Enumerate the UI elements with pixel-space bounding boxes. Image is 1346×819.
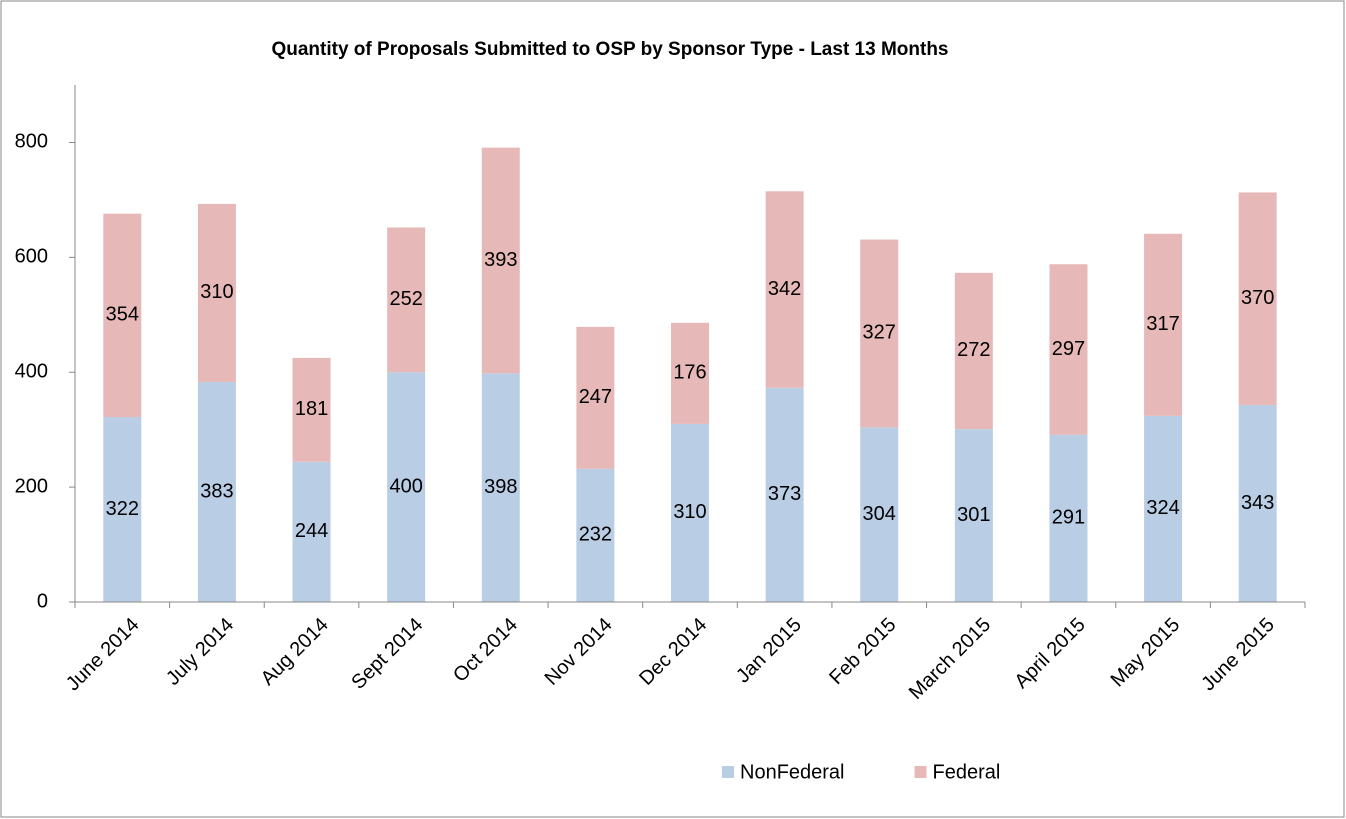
legend-label: Federal — [933, 761, 1001, 783]
bar — [197, 381, 236, 602]
data-label: 343 — [1241, 492, 1274, 514]
bar — [954, 272, 993, 430]
bar — [765, 387, 804, 602]
bar — [671, 322, 709, 424]
bar — [860, 427, 899, 602]
bar — [576, 468, 615, 602]
data-label: 181 — [295, 398, 328, 420]
bar — [671, 423, 709, 602]
bar — [481, 373, 520, 602]
y-tick-label: 800 — [15, 131, 48, 153]
data-label: 322 — [106, 498, 139, 520]
bar — [387, 227, 426, 373]
data-label: 301 — [957, 504, 990, 526]
legend-swatch — [914, 766, 927, 778]
legend-label: NonFederal — [740, 761, 845, 783]
data-label: 373 — [768, 483, 801, 505]
data-label: 244 — [295, 520, 328, 542]
bar — [765, 191, 804, 388]
data-label: 324 — [1146, 497, 1179, 519]
data-label: 310 — [673, 501, 706, 523]
bar — [1238, 404, 1277, 602]
bar — [292, 461, 331, 602]
bar — [292, 357, 331, 462]
bar — [103, 213, 142, 418]
data-label: 291 — [1052, 507, 1085, 529]
y-tick-label: 600 — [15, 246, 48, 268]
data-label: 317 — [1146, 313, 1179, 335]
data-label: 247 — [579, 386, 612, 408]
bar — [954, 429, 993, 602]
bar — [197, 203, 236, 382]
bar — [860, 239, 899, 428]
data-label: 393 — [484, 249, 517, 271]
data-label: 310 — [200, 281, 233, 303]
bar — [103, 417, 142, 602]
bar — [1049, 434, 1088, 602]
data-label: 400 — [389, 475, 422, 497]
bar — [387, 372, 426, 602]
data-label: 398 — [484, 476, 517, 498]
data-label: 383 — [200, 480, 233, 502]
data-label: 176 — [673, 362, 706, 384]
data-label: 327 — [863, 322, 896, 344]
bar — [481, 147, 520, 374]
data-label: 297 — [1052, 338, 1085, 360]
y-tick-label: 0 — [37, 590, 48, 612]
data-label: 232 — [579, 524, 612, 546]
data-label: 370 — [1241, 287, 1274, 309]
legend-swatch — [722, 766, 734, 778]
data-label: 354 — [106, 304, 139, 326]
data-label: 272 — [957, 339, 990, 361]
data-label: 304 — [863, 503, 896, 525]
bar — [576, 326, 615, 469]
bar — [1238, 192, 1277, 405]
bar — [1144, 415, 1183, 602]
data-label: 342 — [768, 278, 801, 300]
data-label: 252 — [389, 288, 422, 310]
y-tick-label: 400 — [15, 361, 48, 383]
bar — [1049, 264, 1088, 435]
y-tick-label: 200 — [15, 475, 48, 497]
chart-title: Quantity of Proposals Submitted to OSP b… — [271, 39, 948, 60]
bar — [1144, 233, 1183, 416]
